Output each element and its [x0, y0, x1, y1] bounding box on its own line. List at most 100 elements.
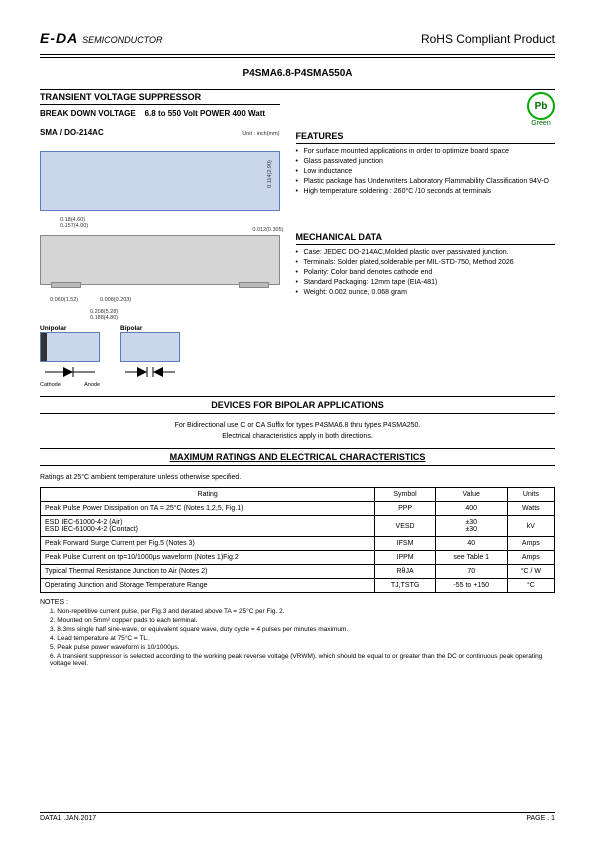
- package-top-view: [40, 151, 280, 211]
- main-columns: TRANSIENT VOLTAGE SUPPRESSOR BREAK DOWN …: [40, 92, 555, 388]
- table-cell: Amps: [507, 537, 554, 551]
- table-row: Peak Pulse Power Dissipation on TA = 25°…: [41, 502, 555, 516]
- pb-free-icon: Pb: [527, 92, 555, 120]
- bipolar-block: Bipolar: [120, 325, 180, 388]
- feature-item: Glass passivated junction: [296, 158, 555, 165]
- features-list: For surface mounted applications in orde…: [296, 148, 555, 195]
- bipolar-apps-line2: Electrical characteristics apply in both…: [40, 433, 555, 440]
- bipolar-apps-heading: DEVICES FOR BIPOLAR APPLICATIONS: [40, 396, 555, 414]
- notes-heading: NOTES :: [40, 599, 555, 606]
- cathode-label: Cathode: [40, 382, 61, 388]
- table-header: Value: [435, 488, 507, 502]
- notes-list: 1. Non-repetitive current pulse, per Fig…: [40, 608, 555, 667]
- table-cell: °C: [507, 579, 554, 593]
- table-row: Typical Thermal Resistance Junction to A…: [41, 565, 555, 579]
- rohs-label: RoHS Compliant Product: [421, 32, 555, 46]
- header: E-DA SEMICONDUCTOR RoHS Compliant Produc…: [40, 30, 555, 46]
- polarity-row: Unipolar Cathode Anode Bipolar: [40, 325, 280, 388]
- divider: [40, 57, 555, 58]
- dim-label: 0.114(2.90): [267, 160, 273, 188]
- table-header-row: RatingSymbolValueUnits: [41, 488, 555, 502]
- mech-item: Polarity: Color band denotes cathode end: [296, 269, 555, 276]
- mech-item: Weight: 0.002 ounce, 0.068 gram: [296, 289, 555, 296]
- max-ratings-note: Ratings at 25°C ambient temperature unle…: [40, 474, 555, 481]
- dim-label: 0.012(0.305): [252, 227, 283, 233]
- terminal-pad: [51, 282, 81, 288]
- table-row: ESD IEC-61000-4-2 (Air) ESD IEC-61000-4-…: [41, 516, 555, 537]
- ratings-table: RatingSymbolValueUnits Peak Pulse Power …: [40, 487, 555, 593]
- table-cell: Watts: [507, 502, 554, 516]
- note-item: 3. 8.3ms single half sine-wave, or equiv…: [40, 626, 555, 633]
- tvs-heading: TRANSIENT VOLTAGE SUPPRESSOR: [40, 92, 280, 105]
- terminal-pad: [239, 282, 269, 288]
- table-cell: Typical Thermal Resistance Junction to A…: [41, 565, 375, 579]
- bdv-label: BREAK DOWN VOLTAGE: [40, 109, 136, 118]
- brand-prefix: E-DA: [40, 30, 78, 46]
- table-cell: Operating Junction and Storage Temperatu…: [41, 579, 375, 593]
- table-cell: °C / W: [507, 565, 554, 579]
- bipolar-apps-line1: For Bidirectional use C or CA Suffix for…: [40, 422, 555, 429]
- bdv-row: BREAK DOWN VOLTAGE 6.8 to 550 Volt POWER…: [40, 109, 280, 118]
- left-column: TRANSIENT VOLTAGE SUPPRESSOR BREAK DOWN …: [40, 92, 280, 388]
- feature-item: High temperature soldering : 260°C /10 s…: [296, 188, 555, 195]
- mech-item: Case: JEDEC DO-214AC,Molded plastic over…: [296, 249, 555, 256]
- dim-label: 0.008(0.203): [100, 297, 131, 303]
- table-header: Units: [507, 488, 554, 502]
- table-cell: TJ,TSTG: [375, 579, 435, 593]
- dim-label: 0.060(1.52): [50, 297, 78, 303]
- table-row: Peak Pulse Current on tp=10/1000μs wavef…: [41, 551, 555, 565]
- table-cell: Peak Pulse Power Dissipation on TA = 25°…: [41, 502, 375, 516]
- mech-item: Standard Packaging: 12mm tape (EIA-481): [296, 279, 555, 286]
- table-cell: 400: [435, 502, 507, 516]
- unipolar-block: Unipolar Cathode Anode: [40, 325, 100, 388]
- unit-label: Unit : inch(mm): [242, 131, 279, 137]
- brand: E-DA SEMICONDUCTOR: [40, 30, 162, 46]
- table-cell: Amps: [507, 551, 554, 565]
- pb-label: Pb: [535, 101, 548, 112]
- cathode-band: [41, 333, 47, 361]
- mech-list: Case: JEDEC DO-214AC,Molded plastic over…: [296, 249, 555, 296]
- divider: [40, 89, 555, 90]
- package-label: SMA / DO-214AC: [40, 128, 104, 137]
- mech-heading: MECHANICAL DATA: [296, 232, 555, 245]
- table-cell: VESD: [375, 516, 435, 537]
- product-title: P4SMA6.8-P4SMA550A: [40, 68, 555, 79]
- bipolar-label: Bipolar: [120, 325, 180, 332]
- feature-item: For surface mounted applications in orde…: [296, 148, 555, 155]
- package-side-view: [40, 235, 280, 285]
- footer-date: DATA1 .JAN.2017: [40, 815, 96, 822]
- table-cell: kV: [507, 516, 554, 537]
- mech-item: Terminals: Solder plated,solderable per …: [296, 259, 555, 266]
- features-heading: FEATURES: [296, 131, 555, 144]
- note-item: 6. A transient suppressor is selected ac…: [40, 653, 555, 667]
- table-body: Peak Pulse Power Dissipation on TA = 25°…: [41, 502, 555, 593]
- anode-label: Anode: [84, 382, 100, 388]
- bipolar-box: [120, 332, 180, 362]
- bidir-diode-symbol: [120, 364, 180, 382]
- unipolar-box: [40, 332, 100, 362]
- dim-label: 0.157(4.00): [60, 223, 88, 229]
- note-item: 4. Lead temperature at 75°C = TL.: [40, 635, 555, 642]
- table-cell: see Table 1: [435, 551, 507, 565]
- table-cell: RθJA: [375, 565, 435, 579]
- table-cell: ±30 ±30: [435, 516, 507, 537]
- pb-badge-block: Pb Green: [527, 92, 555, 127]
- table-cell: PPP: [375, 502, 435, 516]
- right-column: Pb Green FEATURES For surface mounted ap…: [296, 92, 555, 388]
- table-cell: ESD IEC-61000-4-2 (Air) ESD IEC-61000-4-…: [41, 516, 375, 537]
- table-cell: 70: [435, 565, 507, 579]
- note-item: 1. Non-repetitive current pulse, per Fig…: [40, 608, 555, 615]
- feature-item: Plastic package has Underwriters Laborat…: [296, 178, 555, 185]
- table-cell: -55 to +150: [435, 579, 507, 593]
- table-header: Rating: [41, 488, 375, 502]
- footer: DATA1 .JAN.2017 PAGE . 1: [40, 812, 555, 822]
- table-cell: IFSM: [375, 537, 435, 551]
- divider: [40, 54, 555, 55]
- note-item: 2. Mounted on 5mm² copper pads to each t…: [40, 617, 555, 624]
- bdv-value: 6.8 to 550 Volt POWER 400 Watt: [145, 109, 265, 118]
- table-header: Symbol: [375, 488, 435, 502]
- note-item: 5. Peak pulse power waveform is 10/1000μ…: [40, 644, 555, 651]
- feature-item: Low inductance: [296, 168, 555, 175]
- table-cell: Peak Pulse Current on tp=10/1000μs wavef…: [41, 551, 375, 565]
- max-ratings-heading: MAXIMUM RATINGS AND ELECTRICAL CHARACTER…: [40, 448, 555, 466]
